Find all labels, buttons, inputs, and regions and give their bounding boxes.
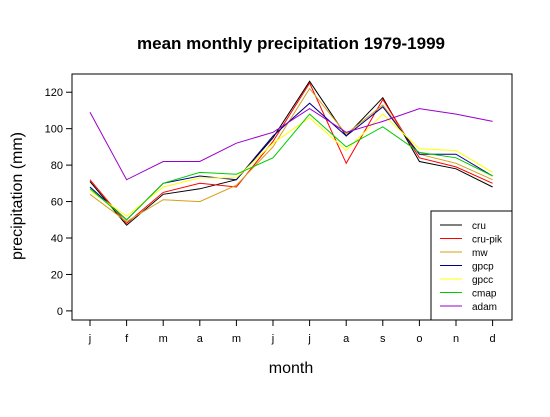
x-axis-label: month bbox=[269, 360, 313, 377]
legend-label-cmap: cmap bbox=[472, 289, 497, 300]
x-tick-label: a bbox=[197, 333, 204, 345]
series-line-mw bbox=[89, 87, 493, 223]
y-axis: 0 20 40 60 80 100 120 bbox=[45, 87, 72, 318]
series-lines bbox=[89, 80, 493, 226]
x-tick-label: f bbox=[125, 333, 129, 345]
y-tick-label: 40 bbox=[51, 233, 63, 245]
x-tick-label: s bbox=[380, 333, 386, 345]
x-tick-label: d bbox=[490, 333, 496, 345]
y-tick-label: 120 bbox=[45, 87, 63, 99]
x-tick-label: m bbox=[159, 333, 168, 345]
series-line-cru bbox=[89, 80, 493, 226]
y-tick-label: 80 bbox=[51, 160, 63, 172]
series-line-cru-pik bbox=[89, 82, 493, 225]
y-tick-label: 60 bbox=[51, 197, 63, 209]
series-line-cmap bbox=[89, 113, 493, 221]
x-tick-label: j bbox=[271, 333, 274, 345]
y-tick-label: 100 bbox=[45, 124, 63, 136]
legend-label-mw: mw bbox=[472, 248, 488, 259]
x-tick-label: a bbox=[343, 333, 350, 345]
y-axis-label: precipitation (mm) bbox=[9, 132, 26, 260]
x-tick-label: n bbox=[453, 333, 459, 345]
x-tick-label: j bbox=[307, 333, 310, 345]
plot-frame bbox=[71, 73, 513, 321]
x-tick-label: o bbox=[416, 333, 422, 345]
legend-label-adam: adam bbox=[472, 302, 497, 313]
series-line-gpcc bbox=[89, 113, 493, 217]
y-tick-label: 20 bbox=[51, 269, 63, 281]
chart-title: mean monthly precipitation 1979-1999 bbox=[137, 34, 445, 53]
x-tick-label: m bbox=[232, 333, 241, 345]
legend: cru cru-pik mw gpcp gpcc cmap adam bbox=[430, 210, 513, 321]
legend-label-cru: cru bbox=[472, 221, 486, 232]
series-line-adam bbox=[89, 108, 493, 181]
x-tick-label: j bbox=[88, 333, 91, 345]
legend-label-gpcp: gpcp bbox=[472, 262, 494, 273]
legend-label-cru-pik: cru-pik bbox=[472, 235, 503, 246]
legend-label-gpcc: gpcc bbox=[472, 275, 493, 286]
y-tick-label: 0 bbox=[57, 306, 63, 318]
